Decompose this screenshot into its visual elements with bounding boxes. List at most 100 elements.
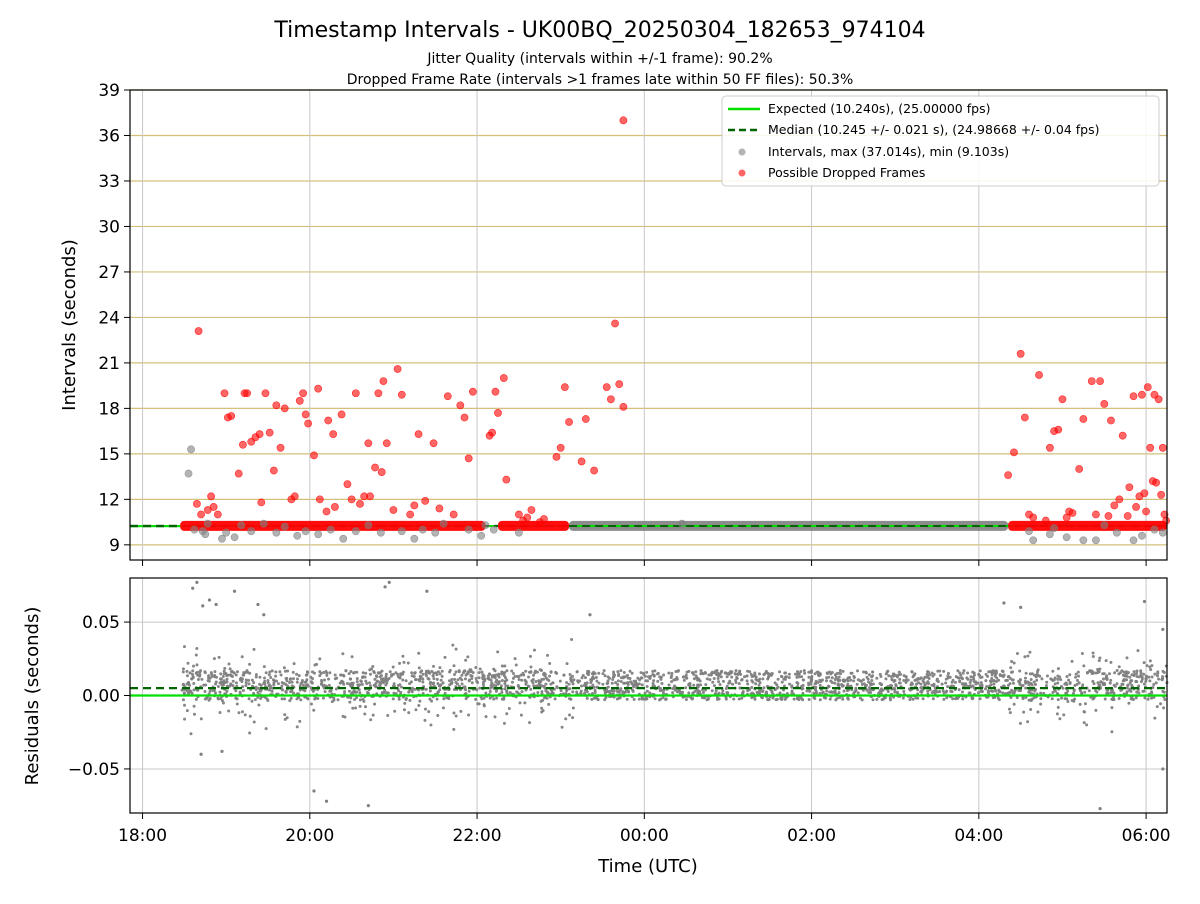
- residual-point: [193, 705, 196, 708]
- residual-point: [334, 674, 337, 677]
- residual-point: [253, 648, 256, 651]
- residual-point: [200, 717, 203, 720]
- residual-point: [398, 683, 401, 686]
- residual-point: [1046, 674, 1049, 677]
- residual-point: [1139, 673, 1142, 676]
- residual-point: [200, 678, 203, 681]
- residual-point: [540, 669, 543, 672]
- residual-point: [893, 691, 896, 694]
- residual-point: [249, 715, 252, 718]
- residual-point: [432, 682, 435, 685]
- residual-point: [1109, 682, 1112, 685]
- dropped-frame-point: [1005, 471, 1012, 478]
- residual-point: [525, 680, 528, 683]
- residual-outlier-point: [588, 613, 591, 616]
- residual-point: [956, 669, 959, 672]
- residual-outlier-point: [191, 587, 194, 590]
- residual-point: [460, 674, 463, 677]
- residual-point: [232, 671, 235, 674]
- dropped-frame-point: [524, 514, 531, 521]
- residual-point: [711, 689, 714, 692]
- dropped-frame-point: [1141, 490, 1148, 497]
- residual-point: [306, 671, 309, 674]
- residual-point: [239, 691, 242, 694]
- residual-point: [801, 688, 804, 691]
- residual-point: [229, 683, 232, 686]
- residual-point: [405, 679, 408, 682]
- residual-point: [1083, 710, 1086, 713]
- residual-point: [448, 670, 451, 673]
- dropped-frame-point: [270, 467, 277, 474]
- residual-point: [1110, 730, 1113, 733]
- dropped-frame-point: [1042, 517, 1049, 524]
- residual-point: [616, 697, 619, 700]
- dropped-frame-point: [582, 415, 589, 422]
- residual-outlier-point: [367, 804, 370, 807]
- residual-point: [1057, 698, 1060, 701]
- residuals-y-tick-label: 0.05: [82, 613, 120, 633]
- residual-point: [961, 690, 964, 693]
- residual-point: [1105, 676, 1108, 679]
- residual-point: [694, 670, 697, 673]
- residual-point: [1140, 680, 1143, 683]
- residual-point: [965, 677, 968, 680]
- residual-point: [550, 671, 553, 674]
- interval-point: [1101, 522, 1108, 529]
- residual-point: [373, 703, 376, 706]
- residual-outlier-point: [262, 613, 265, 616]
- residual-point: [729, 670, 732, 673]
- residual-point: [342, 715, 345, 718]
- residual-point: [831, 671, 834, 674]
- residual-point: [754, 682, 757, 685]
- residual-point: [1147, 698, 1150, 701]
- interval-point: [465, 526, 472, 533]
- residual-point: [606, 682, 609, 685]
- residual-point: [834, 692, 837, 695]
- residual-point: [298, 720, 301, 723]
- residual-point: [1009, 682, 1012, 685]
- residual-point: [440, 679, 443, 682]
- residual-point: [913, 673, 916, 676]
- residual-point: [388, 677, 391, 680]
- interval-point: [294, 532, 301, 539]
- dropped-frame-point: [1059, 396, 1066, 403]
- residual-point: [284, 670, 287, 673]
- residual-point: [235, 681, 238, 684]
- residual-point: [496, 650, 499, 653]
- residual-point: [1142, 673, 1145, 676]
- residual-point: [779, 691, 782, 694]
- dropped-frame-point: [616, 381, 623, 388]
- residual-point: [548, 675, 551, 678]
- residual-point: [369, 673, 372, 676]
- dropped-frame-point: [436, 505, 443, 512]
- residual-point: [247, 682, 250, 685]
- residual-point: [375, 675, 378, 678]
- residual-point: [842, 670, 845, 673]
- residual-point: [1031, 697, 1034, 700]
- residual-point: [183, 718, 186, 721]
- residual-point: [603, 669, 606, 672]
- residual-point: [1143, 661, 1146, 664]
- residual-point: [1102, 677, 1105, 680]
- residual-point: [919, 683, 922, 686]
- dropped-frame-point: [1046, 444, 1053, 451]
- residual-point: [871, 671, 874, 674]
- residual-point: [251, 700, 254, 703]
- residual-point: [392, 666, 395, 669]
- residual-point: [616, 683, 619, 686]
- residual-point: [1029, 708, 1032, 711]
- residual-point: [946, 674, 949, 677]
- x-tick-label: 00:00: [620, 826, 669, 846]
- residual-point: [654, 697, 657, 700]
- interval-point: [432, 529, 439, 536]
- residual-point: [540, 710, 543, 713]
- residual-point: [1127, 702, 1130, 705]
- residual-point: [962, 682, 965, 685]
- residual-point: [328, 684, 331, 687]
- dropped-frame-point: [444, 393, 451, 400]
- residual-point: [1161, 675, 1164, 678]
- residual-point: [568, 683, 571, 686]
- residual-point: [634, 680, 637, 683]
- residual-point: [761, 690, 764, 693]
- residual-point: [437, 690, 440, 693]
